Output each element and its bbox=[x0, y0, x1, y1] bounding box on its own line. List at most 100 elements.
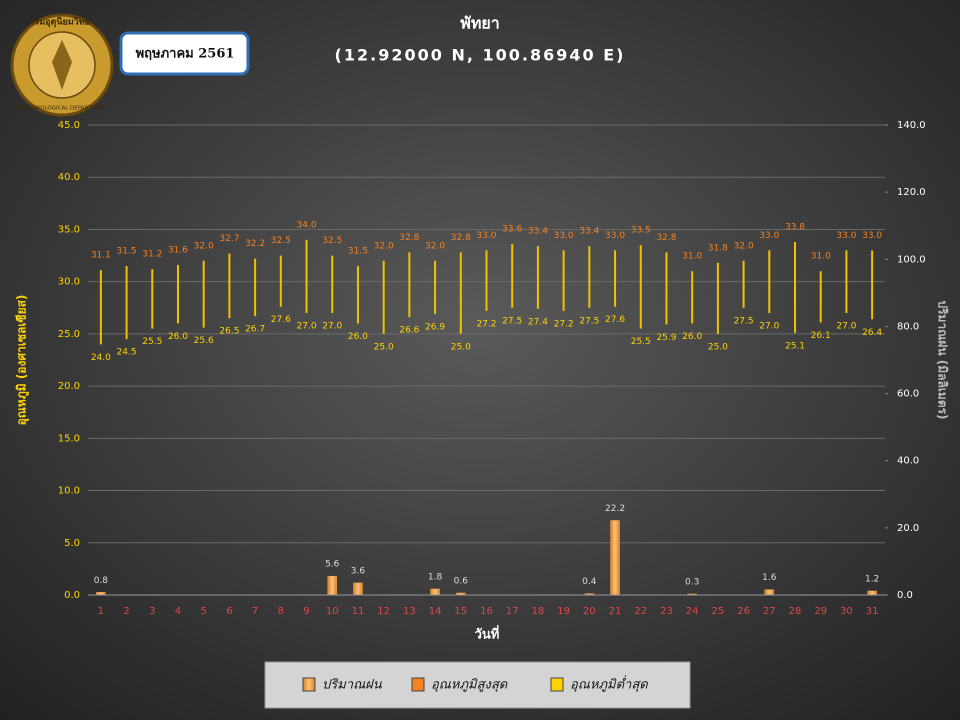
min-label: 27.5 bbox=[579, 316, 599, 326]
y-tick-label: 25.0 bbox=[58, 329, 80, 340]
x-tick-label: 14 bbox=[429, 606, 442, 617]
max-label: 33.0 bbox=[862, 231, 882, 241]
y-tick-label: 35.0 bbox=[58, 224, 80, 235]
min-label: 27.5 bbox=[502, 316, 522, 326]
min-label: 26.9 bbox=[425, 323, 445, 333]
x-tick-label: 4 bbox=[175, 606, 181, 617]
min-label: 25.1 bbox=[785, 341, 805, 351]
max-label: 33.4 bbox=[579, 227, 599, 237]
min-label: 25.0 bbox=[374, 342, 394, 352]
x-tick-label: 24 bbox=[686, 606, 699, 617]
rain-label: 0.4 bbox=[582, 577, 597, 587]
chart-subtitle: (12.92000 N, 100.86940 E) bbox=[335, 46, 626, 65]
y2-tick-label: 80.0 bbox=[897, 321, 919, 332]
x-tick-label: 30 bbox=[840, 606, 853, 617]
y2-tick-label: 20.0 bbox=[897, 523, 919, 534]
legend-label: อุณหภูมิต่ำสุด bbox=[570, 675, 648, 693]
max-label: 32.0 bbox=[425, 241, 445, 251]
x-tick-label: 28 bbox=[789, 606, 802, 617]
y-tick-label: 10.0 bbox=[58, 486, 80, 497]
min-label: 25.5 bbox=[631, 337, 651, 347]
max-label: 31.0 bbox=[811, 252, 831, 262]
x-tick-label: 20 bbox=[583, 606, 596, 617]
max-label: 32.0 bbox=[374, 241, 394, 251]
y2-tick-label: 140.0 bbox=[897, 120, 926, 131]
rain-label: 3.6 bbox=[351, 566, 366, 576]
logo-title: กรมอุตุนิยมวิทยา bbox=[29, 17, 95, 28]
max-label: 33.0 bbox=[554, 231, 574, 241]
logo-figure bbox=[52, 40, 72, 90]
max-label: 32.8 bbox=[656, 233, 676, 243]
x-tick-label: 16 bbox=[480, 606, 493, 617]
rain-bar bbox=[353, 582, 363, 596]
min-label: 24.5 bbox=[117, 348, 137, 358]
max-label: 34.0 bbox=[297, 220, 317, 230]
x-tick-label: 15 bbox=[454, 606, 467, 617]
max-label: 33.6 bbox=[502, 225, 522, 235]
logo: กรมอุตุนิยมวิทยา METEOROLOGICAL DEPARTME… bbox=[10, 13, 114, 117]
rain-bar bbox=[327, 575, 337, 596]
min-label: 26.6 bbox=[399, 326, 419, 336]
x-tick-label: 19 bbox=[557, 606, 570, 617]
min-label: 26.1 bbox=[811, 331, 831, 341]
legend-label: ปริมาณฝน bbox=[322, 678, 383, 693]
x-tick-label: 29 bbox=[814, 606, 827, 617]
x-tick-label: 2 bbox=[123, 606, 129, 617]
rain-label: 1.6 bbox=[762, 573, 777, 583]
rain-label: 22.2 bbox=[605, 504, 625, 514]
min-label: 26.7 bbox=[245, 325, 265, 335]
max-label: 31.5 bbox=[348, 247, 368, 257]
rain-bar bbox=[764, 589, 775, 596]
min-label: 27.4 bbox=[528, 317, 548, 327]
x-tick-label: 9 bbox=[303, 606, 309, 617]
x-tick-label: 18 bbox=[532, 606, 545, 617]
min-label: 25.0 bbox=[708, 342, 728, 352]
min-label: 25.9 bbox=[656, 333, 676, 343]
x-tick-label: 31 bbox=[866, 606, 879, 617]
x-tick-label: 22 bbox=[634, 606, 647, 617]
x-tick-label: 23 bbox=[660, 606, 673, 617]
max-label: 33.0 bbox=[605, 231, 625, 241]
max-label: 33.0 bbox=[836, 231, 856, 241]
max-label: 31.1 bbox=[91, 251, 111, 261]
min-label: 26.0 bbox=[168, 332, 188, 342]
x-tick-label: 10 bbox=[326, 606, 339, 617]
max-label: 33.8 bbox=[785, 222, 805, 232]
x-tick-label: 1 bbox=[98, 606, 104, 617]
min-label: 25.0 bbox=[451, 342, 471, 352]
max-label: 32.8 bbox=[399, 233, 419, 243]
min-label: 27.0 bbox=[759, 322, 779, 332]
x-tick-label: 8 bbox=[278, 606, 284, 617]
max-label: 33.4 bbox=[528, 227, 548, 237]
max-label: 32.5 bbox=[322, 236, 342, 246]
min-label: 26.5 bbox=[219, 327, 239, 337]
min-label: 27.5 bbox=[734, 316, 754, 326]
x-tick-label: 13 bbox=[403, 606, 416, 617]
y-tick-label: 0.0 bbox=[64, 590, 80, 601]
y-tick-label: 45.0 bbox=[58, 120, 80, 131]
y-tick-label: 20.0 bbox=[58, 381, 80, 392]
x-tick-label: 12 bbox=[377, 606, 390, 617]
rain-label: 1.2 bbox=[865, 574, 879, 584]
max-label: 33.0 bbox=[476, 231, 496, 241]
y2-tick-label: 60.0 bbox=[897, 389, 919, 400]
min-label: 27.0 bbox=[297, 322, 317, 332]
rain-label: 0.3 bbox=[685, 577, 699, 587]
chart-title: พัทยา bbox=[460, 14, 499, 33]
legend-marker bbox=[550, 677, 564, 692]
min-label: 26.0 bbox=[682, 332, 702, 342]
y2-axis-title: ปริมาณฝน (มิลลิเมตร) bbox=[936, 300, 950, 419]
y2-tick-label: 100.0 bbox=[897, 254, 926, 265]
period: พฤษภาคม 2561 bbox=[136, 47, 235, 62]
min-label: 27.6 bbox=[271, 315, 291, 325]
x-axis-title: วันที่ bbox=[475, 625, 500, 643]
y2-tick-label: 0.0 bbox=[897, 590, 913, 601]
min-label: 27.0 bbox=[322, 322, 342, 332]
rain-bar bbox=[867, 590, 877, 596]
y-axis-title: อุณหภูมิ (องศาเซลเซียส) bbox=[15, 295, 30, 426]
period-box bbox=[119, 31, 250, 76]
x-tick-label: 27 bbox=[763, 606, 776, 617]
min-label: 27.6 bbox=[605, 315, 625, 325]
y-tick-label: 30.0 bbox=[58, 277, 80, 288]
